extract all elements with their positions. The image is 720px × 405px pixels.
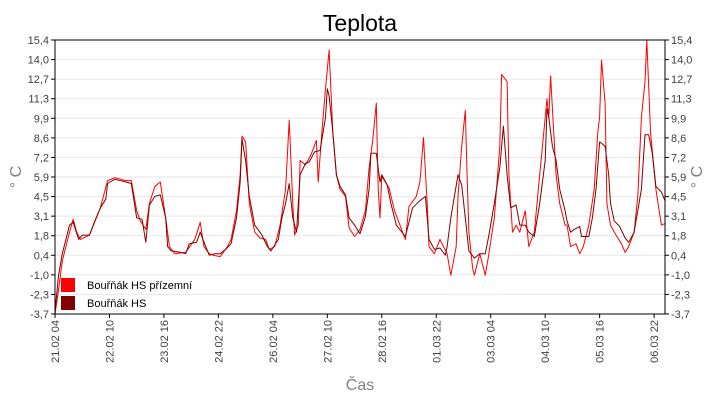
legend-swatch: [61, 296, 75, 310]
y-tick-label-right: 14,0: [671, 55, 692, 67]
x-tick-label: 23.02 16: [159, 320, 171, 363]
y-tick-label-right: 12,7: [671, 74, 692, 86]
y-tick-label: 11,3: [28, 94, 49, 106]
x-tick-label: 22.02 10: [104, 320, 116, 363]
x-axis-label: Čas: [346, 375, 374, 394]
series-line-1: [54, 88, 666, 312]
y-tick-label-right: -3,7: [671, 309, 690, 321]
y-tick-label: -2,3: [30, 289, 49, 301]
y-tick-label-right: -2,3: [671, 289, 690, 301]
y-tick-label-right: 4,5: [671, 192, 686, 204]
chart-title: Teplota: [323, 10, 397, 36]
y-tick-label: -1,0: [30, 270, 49, 282]
y-tick-label: 5,9: [34, 172, 49, 184]
x-tick-label: 24.02 22: [213, 320, 225, 363]
y-tick-label-right: 15,4: [671, 35, 692, 47]
y-tick-label: 8,6: [34, 133, 49, 145]
x-tick-label: 05.03 16: [595, 320, 607, 363]
y-tick-label-right: 5,9: [671, 172, 686, 184]
series-line-0: [54, 39, 666, 315]
y-tick-label: 1,8: [34, 231, 49, 243]
x-tick-label: 04.03 10: [540, 320, 552, 363]
y-tick-label-right: 0,4: [671, 250, 686, 262]
y-tick-label: 0,4: [34, 250, 49, 262]
plot-frame: [54, 39, 666, 315]
y-tick-label-right: 3,1: [671, 211, 686, 223]
y-tick-label: 12,7: [28, 74, 49, 86]
y-tick-label: 15,4: [28, 35, 49, 47]
y-axis-label-left: ° C: [8, 166, 25, 188]
x-tick-label: 26.02 04: [268, 320, 280, 363]
legend: Bouřňák HS přízemní Bouřňák HS: [61, 278, 192, 310]
y-tick-label: 14,0: [28, 55, 49, 67]
y-tick-label-right: 8,6: [671, 133, 686, 145]
y-tick-label: 9,9: [34, 113, 49, 125]
y-tick-label-right: -1,0: [671, 270, 690, 282]
legend-label: Bouřňák HS: [87, 298, 146, 310]
y-tick-label-right: 1,8: [671, 231, 686, 243]
y-tick-label-right: 7,2: [671, 152, 686, 164]
x-tick-label: 21.02 04: [50, 320, 62, 363]
y-tick-label: 4,5: [34, 192, 49, 204]
y-tick-label-right: 11,3: [671, 94, 692, 106]
y-tick-label: 7,2: [34, 152, 49, 164]
x-tick-label: 03.03 04: [486, 320, 498, 363]
legend-label: Bouřňák HS přízemní: [87, 280, 192, 292]
x-tick-label: 28.02 16: [377, 320, 389, 363]
legend-swatch: [61, 278, 75, 292]
y-axis-label-right: ° C: [689, 166, 706, 188]
y-tick-label: 3,1: [34, 211, 49, 223]
y-tick-label: -3,7: [30, 309, 49, 321]
x-tick-label: 06.03 22: [649, 320, 661, 363]
y-tick-label-right: 9,9: [671, 113, 686, 125]
x-tick-label: 01.03 22: [431, 320, 443, 363]
x-tick-label: 27.02 10: [322, 320, 334, 363]
